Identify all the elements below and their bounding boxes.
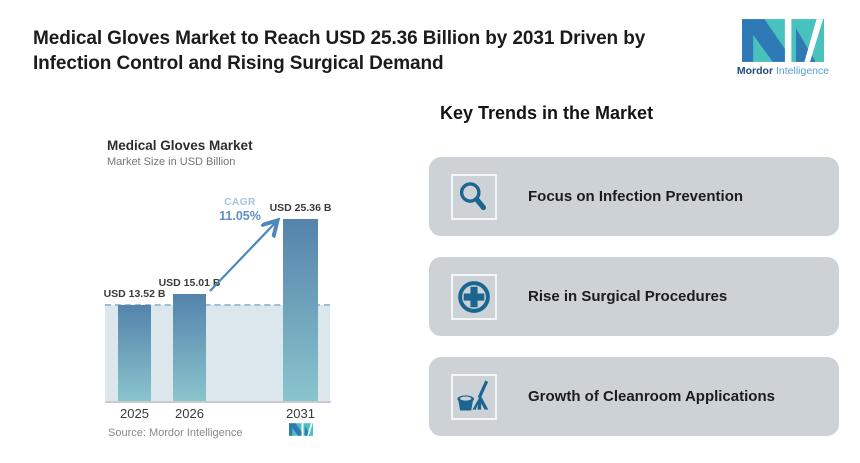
page-title: Medical Gloves Market to Reach USD 25.36…: [33, 26, 743, 76]
mordor-logo-small-icon: [289, 423, 313, 436]
broom-bucket-icon: [457, 380, 489, 410]
brand-name: Mordor Intelligence: [722, 65, 844, 77]
dashed-reference-line: [105, 304, 330, 306]
chart-title: Medical Gloves Market: [107, 138, 253, 153]
x-axis-line: [105, 401, 331, 403]
trend-icon-tile: [451, 173, 497, 220]
bar-value-label: USD 25.36 B: [269, 202, 332, 214]
source-note: Source: Mordor Intelligence: [108, 427, 243, 439]
x-tick-label: 2025: [120, 406, 149, 421]
trend-card-surgical-procedures: Rise in Surgical Procedures: [429, 257, 839, 336]
page-title-line1: Medical Gloves Market to Reach USD 25.36…: [33, 28, 646, 49]
trend-icon-tile: [451, 373, 497, 420]
mordor-logo-icon: [742, 19, 824, 62]
growth-arrow-icon: [209, 210, 330, 292]
bar-chart-plot: USD 13.52 B 2025 USD 15.01 B 2026 USD 25.36 …: [104, 202, 332, 421]
chart-header: Medical Gloves Market Market Size in USD…: [107, 138, 253, 168]
trend-label: Focus on Infection Prevention: [528, 188, 744, 205]
bar-value-label: USD 15.01 B: [158, 277, 221, 289]
chart-subtitle: Market Size in USD Billion: [107, 156, 236, 168]
cagr-value: 11.05%: [219, 209, 261, 223]
trend-label: Growth of Cleanroom Applications: [528, 388, 775, 405]
trend-card-cleanroom-applications: Growth of Cleanroom Applications: [429, 357, 839, 436]
trend-card-infection-prevention: Focus on Infection Prevention: [429, 157, 839, 236]
bar-2025: [118, 305, 151, 402]
trends-heading: Key Trends in the Market: [440, 103, 654, 123]
magnifier-icon: [459, 181, 486, 210]
x-tick-label: 2031: [286, 406, 315, 421]
bar-2026: [173, 294, 206, 402]
bar-value-label: USD 13.52 B: [103, 288, 166, 300]
page-title-line2: Infection Control and Rising Surgical De…: [33, 53, 444, 74]
cagr-annotation: CAGR 11.05%: [202, 197, 278, 223]
bar-2031: [283, 219, 318, 402]
trend-label: Rise in Surgical Procedures: [528, 288, 728, 305]
trend-icon-tile: [451, 273, 497, 320]
brand-name-light: Intelligence: [775, 65, 830, 77]
medical-cross-icon: [458, 280, 490, 313]
brand-name-bold: Mordor: [736, 65, 774, 77]
cagr-label: CAGR: [224, 197, 256, 208]
x-tick-label: 2026: [175, 406, 204, 421]
brand-logo: Mordor Intelligence: [722, 19, 844, 77]
